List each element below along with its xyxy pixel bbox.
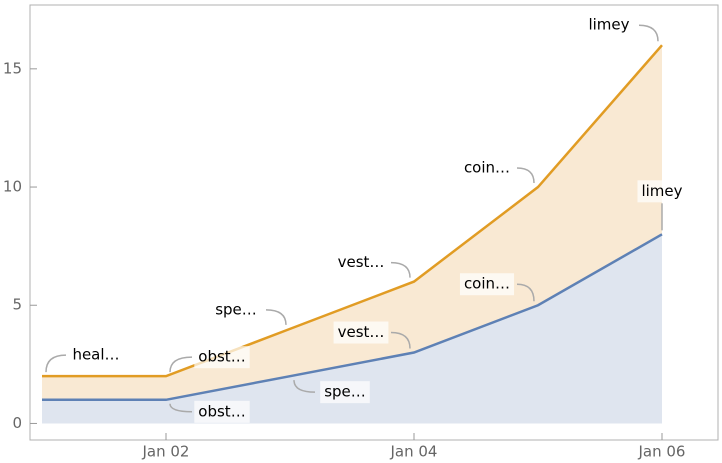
label-background <box>459 273 515 296</box>
y-tick-label: 5 <box>12 296 22 314</box>
label-callout <box>45 354 67 373</box>
label-background <box>333 251 389 274</box>
point-label: heal… <box>72 346 119 364</box>
label-callout <box>390 261 411 278</box>
label-callout <box>169 403 193 413</box>
label-callout <box>169 356 193 373</box>
point-label: vest… <box>338 253 385 271</box>
x-tick-label: Jan 06 <box>638 443 686 461</box>
label-callout <box>516 283 535 302</box>
line <box>42 233 663 402</box>
point-label: obst… <box>198 348 245 366</box>
line <box>42 44 663 378</box>
label-background <box>459 157 515 180</box>
label-background <box>194 400 250 423</box>
point-label: coin… <box>464 275 510 293</box>
point-label: obst… <box>198 402 245 420</box>
y-tick-label: 15 <box>3 59 22 77</box>
point-label: spe… <box>215 300 257 318</box>
label-callout <box>265 309 287 325</box>
area-fill <box>42 234 662 424</box>
label-callout <box>390 331 411 349</box>
label-background <box>211 298 261 321</box>
x-tick-label: Jan 04 <box>390 443 438 461</box>
label-callout <box>638 24 659 42</box>
plot-frame <box>29 4 719 441</box>
point-label: coin… <box>464 159 510 177</box>
y-tick-label: 10 <box>3 178 22 196</box>
label-callout <box>516 167 535 184</box>
x-tick-label: Jan 02 <box>142 443 190 461</box>
point-label: spe… <box>324 383 366 401</box>
label-background <box>320 381 370 404</box>
label-callout <box>293 380 316 393</box>
label-background <box>584 14 634 37</box>
point-label: limey <box>588 16 629 34</box>
y-tick-label: 0 <box>12 414 22 432</box>
label-background <box>68 344 124 367</box>
label-background <box>637 180 687 203</box>
point-label: vest… <box>338 323 385 341</box>
point-label: limey <box>641 182 682 200</box>
label-background <box>194 346 250 369</box>
label-background <box>333 321 389 344</box>
